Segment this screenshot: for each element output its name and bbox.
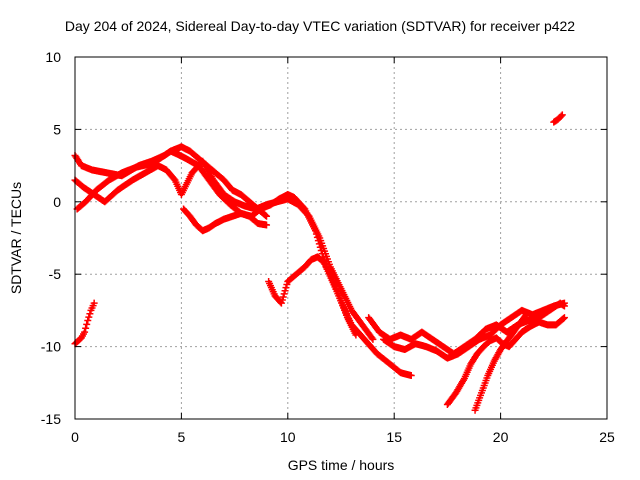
y-tick-label: 0 [53,194,61,210]
y-tick-label: -15 [41,411,61,427]
x-tick-label: 0 [71,429,79,445]
series-track-1 [71,147,415,380]
x-tick-label: 10 [280,429,296,445]
y-tick-label: 10 [45,49,61,65]
x-tick-label: 25 [599,429,615,445]
x-axis-label: GPS time / hours [287,457,395,473]
data-point [522,311,530,319]
data-point [280,290,288,298]
y-tick-label: 5 [53,121,61,137]
data-point [86,310,94,318]
series-track-8 [380,299,568,362]
chart-title: Day 204 of 2024, Sidereal Day-to-day VTE… [64,18,576,34]
plot-frame [74,56,608,420]
data-point [557,112,565,120]
y-tick-label: -5 [49,266,62,282]
series-track-2 [71,157,377,343]
data-point [352,331,360,339]
data-points [71,111,568,414]
data-point [279,293,287,301]
data-point [278,296,286,304]
data-point [277,299,285,307]
data-point [560,299,568,307]
y-axis-label: SDTVAR / TECUs [8,181,24,295]
data-point [263,212,271,220]
data-point [82,324,90,332]
series-track-4 [180,205,271,235]
x-tick-label: 20 [493,429,509,445]
series-track-10 [471,311,530,414]
data-point [369,335,377,343]
series-track-11 [550,111,566,126]
x-tick-label: 15 [386,429,402,445]
data-point [559,314,567,322]
data-point [90,299,98,307]
x-tick-label: 5 [178,429,186,445]
data-point [83,320,91,328]
series-track-3 [73,143,271,220]
grid [75,57,607,419]
series-track-6 [71,299,98,348]
axis-ticks: 0 5 10 15 20 25 -15 -10 -5 0 5 10 [41,49,615,445]
data-point [263,221,271,229]
data-point [521,312,529,320]
data-point [282,284,290,292]
data-point [85,313,93,321]
data-point [262,211,270,219]
series-track-5 [265,253,360,339]
data-point [281,287,289,295]
data-point [283,281,291,289]
data-point [81,328,89,336]
data-point [368,334,376,342]
data-point [558,111,566,119]
data-point [407,372,415,380]
data-point [560,314,568,322]
y-tick-label: -10 [41,339,61,355]
data-point [84,317,92,325]
